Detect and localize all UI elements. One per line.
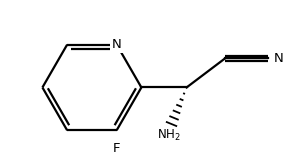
Text: N: N: [274, 52, 283, 65]
Text: N: N: [112, 38, 122, 51]
Text: NH$_2$: NH$_2$: [158, 128, 181, 143]
Text: F: F: [113, 142, 120, 155]
